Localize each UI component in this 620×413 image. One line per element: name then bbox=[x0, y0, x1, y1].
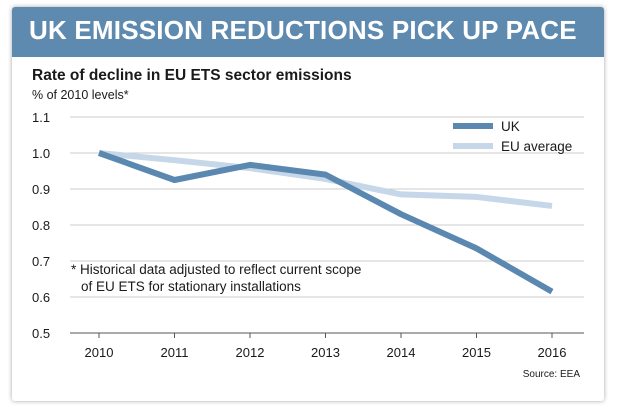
source-credit: Source: EEA bbox=[523, 369, 581, 380]
y-axis-ticks: 0.5 0.6 0.7 0.8 0.9 1.0 1.1 bbox=[32, 110, 50, 341]
footnote-line-2: of EU ETS for stationary installations bbox=[81, 279, 301, 294]
legend-label-eu-average: EU average bbox=[501, 139, 572, 154]
x-tick-label: 2010 bbox=[85, 345, 114, 360]
y-tick-label: 0.6 bbox=[32, 290, 50, 305]
y-tick-label: 0.9 bbox=[32, 182, 50, 197]
title-banner: UK EMISSION REDUCTIONS PICK UP PACE bbox=[12, 7, 604, 57]
footnote-line-1: * Historical data adjusted to reflect cu… bbox=[71, 262, 361, 277]
x-tick-label: 2011 bbox=[161, 345, 189, 360]
legend: UK EU average bbox=[453, 119, 572, 154]
chart-card: UK EMISSION REDUCTIONS PICK UP PACE Rate… bbox=[12, 7, 604, 401]
footnote: * Historical data adjusted to reflect cu… bbox=[71, 262, 361, 294]
y-tick-label: 1.0 bbox=[32, 146, 50, 161]
series-line-eu-average bbox=[98, 150, 553, 209]
y-axis-unit-label: % of 2010 levels* bbox=[32, 88, 129, 102]
x-tick-label: 2015 bbox=[462, 345, 491, 360]
chart-title: Rate of decline in EU ETS sector emissio… bbox=[32, 67, 352, 84]
banner-title: UK EMISSION REDUCTIONS PICK UP PACE bbox=[29, 15, 577, 45]
gridlines bbox=[70, 116, 584, 334]
legend-label-uk: UK bbox=[501, 119, 520, 134]
x-tick-label: 2016 bbox=[538, 345, 567, 360]
y-tick-label: 0.8 bbox=[32, 218, 50, 233]
x-tick-label: 2014 bbox=[387, 345, 416, 360]
x-tick-label: 2012 bbox=[236, 345, 265, 360]
line-chart: 0.50.60.70.80.91.01.1 2010 2011 2012 2013 20… bbox=[32, 110, 584, 380]
x-tick-label: 2013 bbox=[311, 345, 340, 360]
x-axis-ticks: 2010 2011 2012 2013 2014 2015 2016 bbox=[85, 333, 567, 360]
y-tick-label: 1.1 bbox=[32, 110, 50, 125]
y-tick-label: 0.5 bbox=[32, 326, 50, 341]
y-tick-label: 0.7 bbox=[32, 254, 50, 269]
series-line-uk bbox=[97, 150, 554, 295]
series-lines bbox=[97, 150, 554, 295]
